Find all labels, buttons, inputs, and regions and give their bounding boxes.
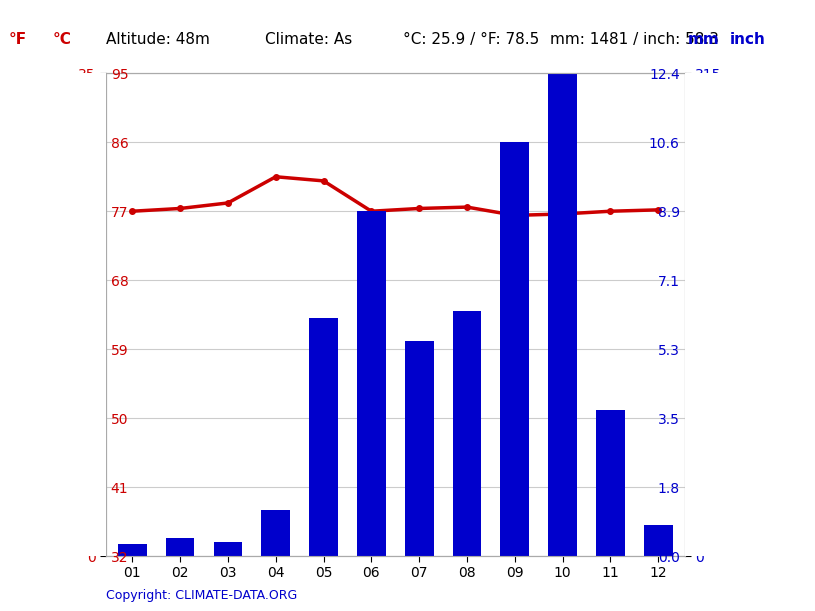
Bar	[644, 525, 672, 556]
Text: inch: inch	[730, 32, 766, 47]
Text: Copyright: CLIMATE-DATA.ORG: Copyright: CLIMATE-DATA.ORG	[106, 589, 297, 602]
Bar	[118, 544, 147, 556]
Bar	[548, 73, 577, 556]
Text: °C: °C	[53, 32, 72, 47]
Bar	[309, 318, 338, 556]
Bar	[452, 311, 482, 556]
Bar	[357, 211, 385, 556]
Bar	[262, 510, 290, 556]
Text: Climate: As: Climate: As	[265, 32, 352, 47]
Text: °F: °F	[8, 32, 26, 47]
Bar	[405, 342, 434, 556]
Text: Altitude: 48m: Altitude: 48m	[106, 32, 209, 47]
Bar	[596, 411, 625, 556]
Bar	[500, 142, 529, 556]
Text: °C: 25.9 / °F: 78.5: °C: 25.9 / °F: 78.5	[403, 32, 540, 47]
Bar	[214, 542, 242, 556]
Bar	[165, 538, 195, 556]
Text: mm: mm	[688, 32, 720, 47]
Text: mm: 1481 / inch: 58.3: mm: 1481 / inch: 58.3	[550, 32, 719, 47]
